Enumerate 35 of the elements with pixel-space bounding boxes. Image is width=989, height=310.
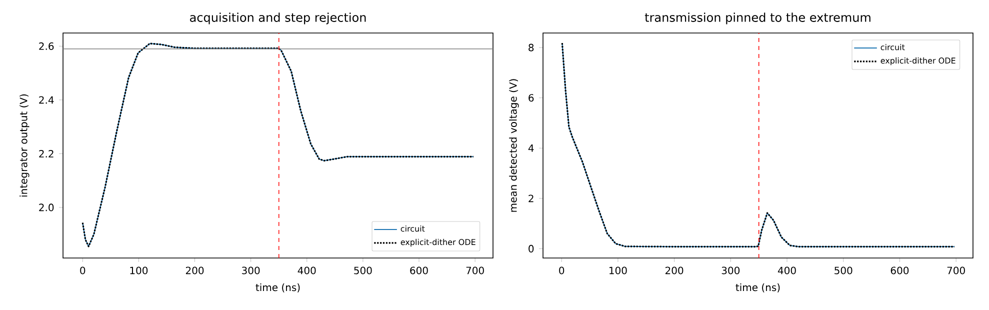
y-tick-label: 2.2 xyxy=(39,150,54,158)
x-tick-label: 300 xyxy=(242,266,260,274)
x-tick-label: 0 xyxy=(559,266,564,274)
x-tick-label: 200 xyxy=(665,266,684,274)
x-tick-label: 500 xyxy=(354,266,372,274)
x-tick-label: 200 xyxy=(186,266,204,274)
x-tick-label: 300 xyxy=(722,266,740,274)
x-tick-label: 700 xyxy=(466,266,484,274)
chart-title: acquisition and step rejection xyxy=(190,12,366,24)
x-tick-label: 100 xyxy=(610,266,627,274)
x-tick-label: 400 xyxy=(778,266,796,274)
y-tick-label: 6 xyxy=(528,94,534,102)
y-axis-title: integrator output (V) xyxy=(20,94,30,197)
y-tick-label: 4 xyxy=(528,144,534,152)
x-axis-title: time (ns) xyxy=(256,283,300,292)
x-tick-label: 700 xyxy=(947,266,965,274)
legend-label: circuit xyxy=(400,225,425,232)
x-tick-label: 0 xyxy=(80,266,86,274)
x-tick-label: 500 xyxy=(834,266,852,274)
x-axis-title: time (ns) xyxy=(736,283,780,292)
chart-title: transmission pinned to the extremum xyxy=(644,12,870,24)
x-tick-label: 600 xyxy=(890,266,909,274)
y-tick-label: 2.6 xyxy=(39,42,54,50)
x-tick-label: 400 xyxy=(298,266,316,274)
y-tick-label: 8 xyxy=(528,44,534,52)
y-tick-label: 2.4 xyxy=(39,96,54,104)
y-axis-title: mean detected voltage (V) xyxy=(509,79,519,212)
legend-label: explicit-dither ODE xyxy=(880,57,956,66)
legend-label: circuit xyxy=(880,44,905,50)
y-tick-label: 2.0 xyxy=(39,204,54,212)
y-tick-label: 2 xyxy=(528,194,534,202)
x-tick-label: 600 xyxy=(410,266,428,274)
x-tick-label: 100 xyxy=(130,266,148,274)
y-tick-label: 0 xyxy=(528,244,534,252)
legend-label: explicit-dither ODE xyxy=(400,238,476,247)
